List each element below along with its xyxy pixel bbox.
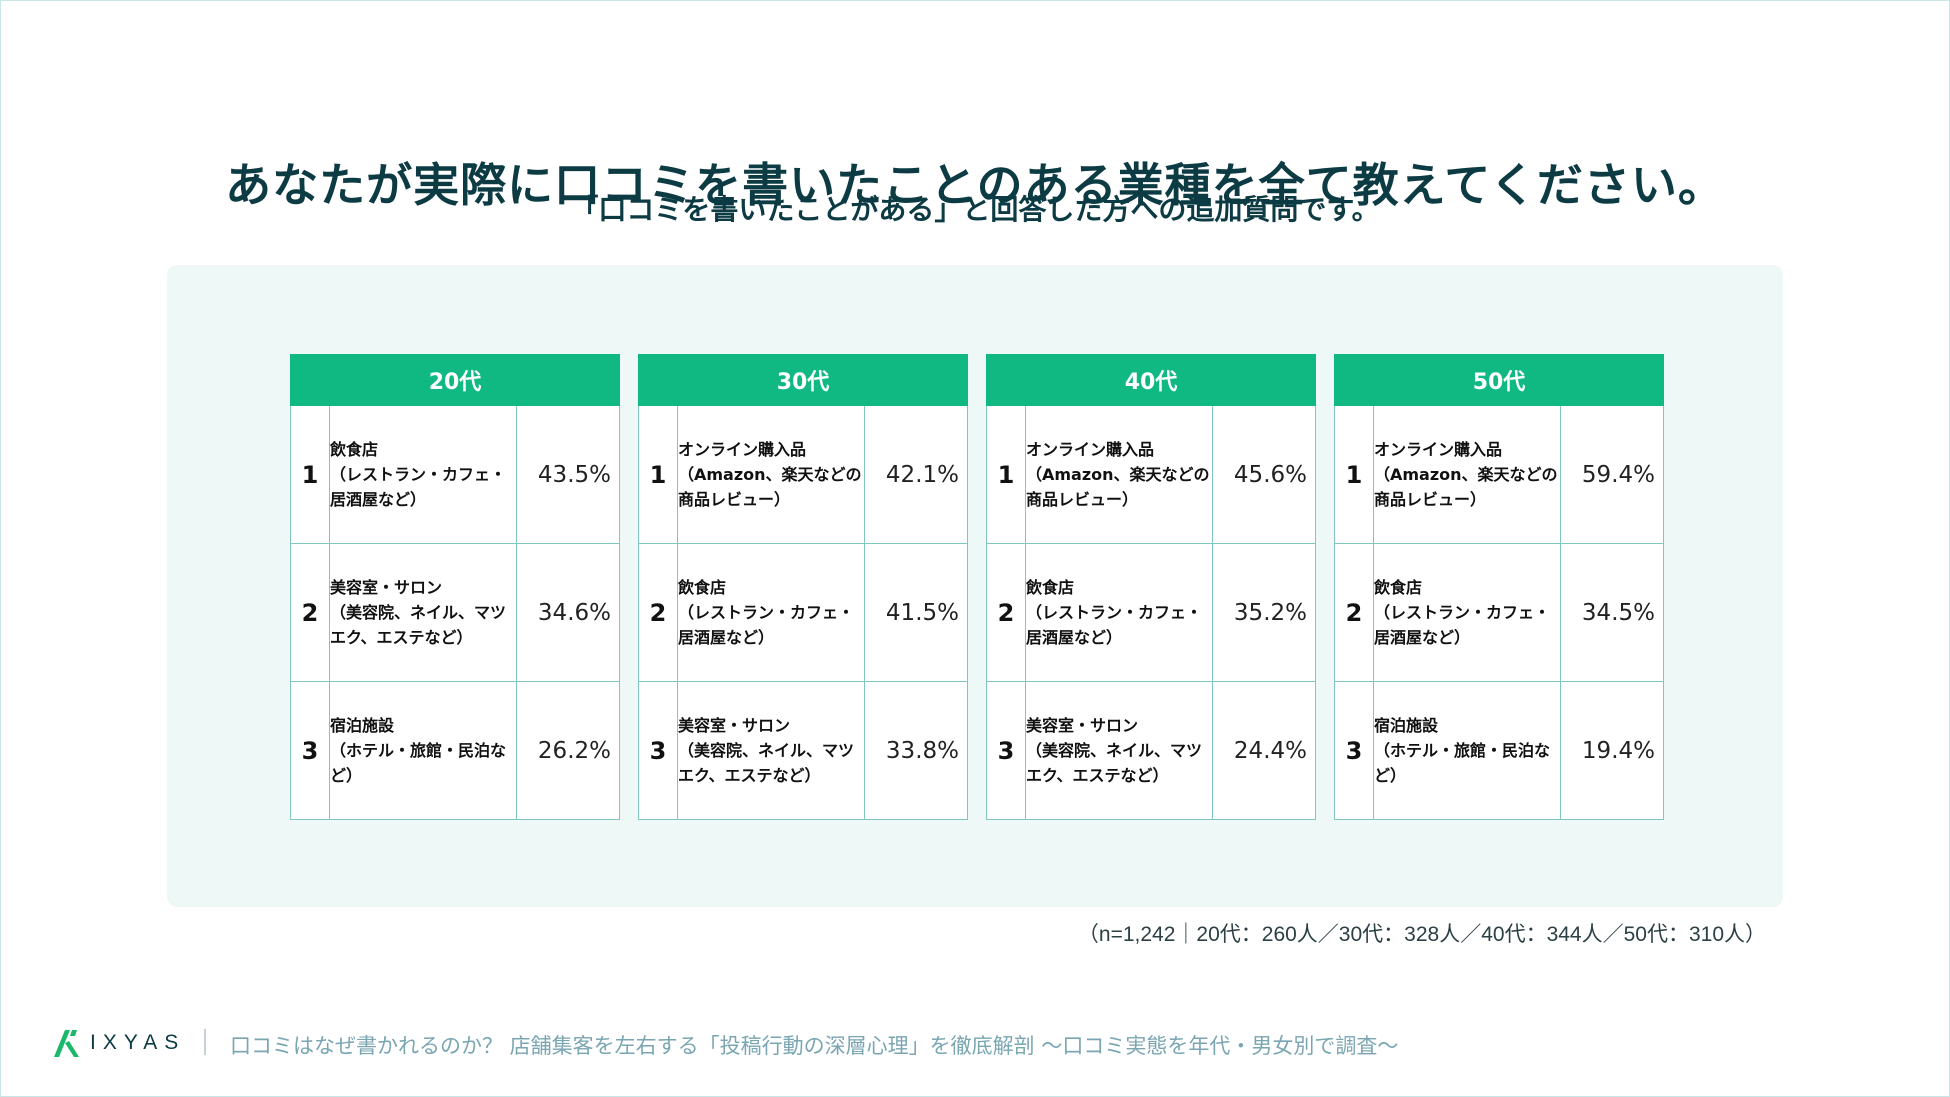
page-title: あなたが実際に口コミを書いたことのある業種を全て教えてください。 xyxy=(225,157,1725,212)
percentage: 19.4% xyxy=(1560,681,1664,820)
item-description: （美容院、ネイル、マツエク、エステなど） xyxy=(678,741,855,785)
percentage: 34.6% xyxy=(516,543,620,682)
item-name: 美容室・サロン xyxy=(330,578,443,597)
ranking-table-30s: 30代 1 オンライン購入品 （Amazon、楽天などの商品レビュー） 42.1%… xyxy=(638,354,968,820)
table-row: 3 宿泊施設 （ホテル・旅館・民泊など） 26.2% xyxy=(290,681,620,820)
ixyas-logo-mark-icon xyxy=(54,1030,79,1057)
item-cell: 宿泊施設 （ホテル・旅館・民泊など） xyxy=(1373,681,1561,820)
item-name: 美容室・サロン xyxy=(1026,716,1139,735)
rank-number: 1 xyxy=(290,405,330,544)
item-name: 飲食店 xyxy=(1026,578,1075,597)
item-cell: 飲食店 （レストラン・カフェ・居酒屋など） xyxy=(1025,543,1213,682)
item-description: （レストラン・カフェ・居酒屋など） xyxy=(678,603,855,647)
item-name: 飲食店 xyxy=(678,578,727,597)
rank-number: 3 xyxy=(1334,681,1374,820)
rank-number: 3 xyxy=(638,681,678,820)
percentage: 59.4% xyxy=(1560,405,1664,544)
footer-caption: 口コミはなぜ書かれるのか？ 店舗集客を左右する「投稿行動の深層心理」を徹底解剖 … xyxy=(230,1034,1399,1058)
item-cell: 飲食店 （レストラン・カフェ・居酒屋など） xyxy=(329,405,517,544)
table-row: 2 飲食店 （レストラン・カフェ・居酒屋など） 35.2% xyxy=(986,543,1316,682)
percentage: 24.4% xyxy=(1212,681,1316,820)
table-row: 1 オンライン購入品 （Amazon、楽天などの商品レビュー） 45.6% xyxy=(986,405,1316,544)
item-description: （Amazon、楽天などの商品レビュー） xyxy=(1026,465,1210,509)
rank-number: 3 xyxy=(986,681,1026,820)
rank-number: 2 xyxy=(986,543,1026,682)
ranking-table-20s: 20代 1 飲食店 （レストラン・カフェ・居酒屋など） 43.5% 2 美容室・サ… xyxy=(290,354,620,820)
ixyas-logo: IXYAS xyxy=(50,1026,185,1060)
rank-number: 1 xyxy=(638,405,678,544)
item-cell: 飲食店 （レストラン・カフェ・居酒屋など） xyxy=(677,543,865,682)
percentage: 45.6% xyxy=(1212,405,1316,544)
table-header-40s: 40代 xyxy=(986,354,1316,406)
item-description: （レストラン・カフェ・居酒屋など） xyxy=(1026,603,1203,647)
table-row: 1 オンライン購入品 （Amazon、楽天などの商品レビュー） 42.1% xyxy=(638,405,968,544)
item-name: オンライン購入品 xyxy=(1026,440,1155,459)
ranking-table-50s: 50代 1 オンライン購入品 （Amazon、楽天などの商品レビュー） 59.4%… xyxy=(1334,354,1664,820)
item-description: （美容院、ネイル、マツエク、エステなど） xyxy=(1026,741,1203,785)
item-name: 宿泊施設 xyxy=(330,716,395,735)
item-cell: 宿泊施設 （ホテル・旅館・民泊など） xyxy=(329,681,517,820)
item-description: （ホテル・旅館・民泊など） xyxy=(330,741,507,785)
item-description: （Amazon、楽天などの商品レビュー） xyxy=(678,465,862,509)
item-cell: 美容室・サロン （美容院、ネイル、マツエク、エステなど） xyxy=(677,681,865,820)
item-name: オンライン購入品 xyxy=(678,440,807,459)
percentage: 26.2% xyxy=(516,681,620,820)
page-subtitle: 「口コミを書いたことがある」と回答した方への追加質問です。 xyxy=(570,193,1380,226)
percentage: 42.1% xyxy=(864,405,968,544)
table-header-20s: 20代 xyxy=(290,354,620,406)
rank-number: 2 xyxy=(638,543,678,682)
item-cell: オンライン購入品 （Amazon、楽天などの商品レビュー） xyxy=(1373,405,1561,544)
table-row: 3 美容室・サロン （美容院、ネイル、マツエク、エステなど） 24.4% xyxy=(986,681,1316,820)
table-header-30s: 30代 xyxy=(638,354,968,406)
item-description: （レストラン・カフェ・居酒屋など） xyxy=(1374,603,1551,647)
item-name: 美容室・サロン xyxy=(678,716,791,735)
ranking-table-40s: 40代 1 オンライン購入品 （Amazon、楽天などの商品レビュー） 45.6%… xyxy=(986,354,1316,820)
sample-size-note: （n=1,242｜20代：260人／30代：328人／40代：344人／50代：… xyxy=(1077,923,1766,946)
rank-number: 1 xyxy=(986,405,1026,544)
item-description: （Amazon、楽天などの商品レビュー） xyxy=(1374,465,1558,509)
percentage: 34.5% xyxy=(1560,543,1664,682)
item-description: （レストラン・カフェ・居酒屋など） xyxy=(330,465,507,509)
item-cell: 美容室・サロン （美容院、ネイル、マツエク、エステなど） xyxy=(329,543,517,682)
item-cell: 美容室・サロン （美容院、ネイル、マツエク、エステなど） xyxy=(1025,681,1213,820)
item-name: オンライン購入品 xyxy=(1374,440,1503,459)
table-row: 3 美容室・サロン （美容院、ネイル、マツエク、エステなど） 33.8% xyxy=(638,681,968,820)
percentage: 43.5% xyxy=(516,405,620,544)
item-cell: オンライン購入品 （Amazon、楽天などの商品レビュー） xyxy=(1025,405,1213,544)
table-row: 1 オンライン購入品 （Amazon、楽天などの商品レビュー） 59.4% xyxy=(1334,405,1664,544)
table-row: 3 宿泊施設 （ホテル・旅館・民泊など） 19.4% xyxy=(1334,681,1664,820)
rank-number: 1 xyxy=(1334,405,1374,544)
item-cell: オンライン購入品 （Amazon、楽天などの商品レビュー） xyxy=(677,405,865,544)
rank-number: 3 xyxy=(290,681,330,820)
percentage: 33.8% xyxy=(864,681,968,820)
item-name: 飲食店 xyxy=(330,440,379,459)
item-name: 飲食店 xyxy=(1374,578,1423,597)
table-row: 2 美容室・サロン （美容院、ネイル、マツエク、エステなど） 34.6% xyxy=(290,543,620,682)
logo-text: IXYAS xyxy=(90,1031,186,1054)
percentage: 35.2% xyxy=(1212,543,1316,682)
item-cell: 飲食店 （レストラン・カフェ・居酒屋など） xyxy=(1373,543,1561,682)
item-description: （ホテル・旅館・民泊など） xyxy=(1374,741,1551,785)
table-header-50s: 50代 xyxy=(1334,354,1664,406)
table-row: 1 飲食店 （レストラン・カフェ・居酒屋など） 43.5% xyxy=(290,405,620,544)
item-name: 宿泊施設 xyxy=(1374,716,1439,735)
footer-divider xyxy=(204,1029,206,1055)
table-row: 2 飲食店 （レストラン・カフェ・居酒屋など） 41.5% xyxy=(638,543,968,682)
percentage: 41.5% xyxy=(864,543,968,682)
rank-number: 2 xyxy=(1334,543,1374,682)
table-row: 2 飲食店 （レストラン・カフェ・居酒屋など） 34.5% xyxy=(1334,543,1664,682)
rank-number: 2 xyxy=(290,543,330,682)
item-description: （美容院、ネイル、マツエク、エステなど） xyxy=(330,603,507,647)
